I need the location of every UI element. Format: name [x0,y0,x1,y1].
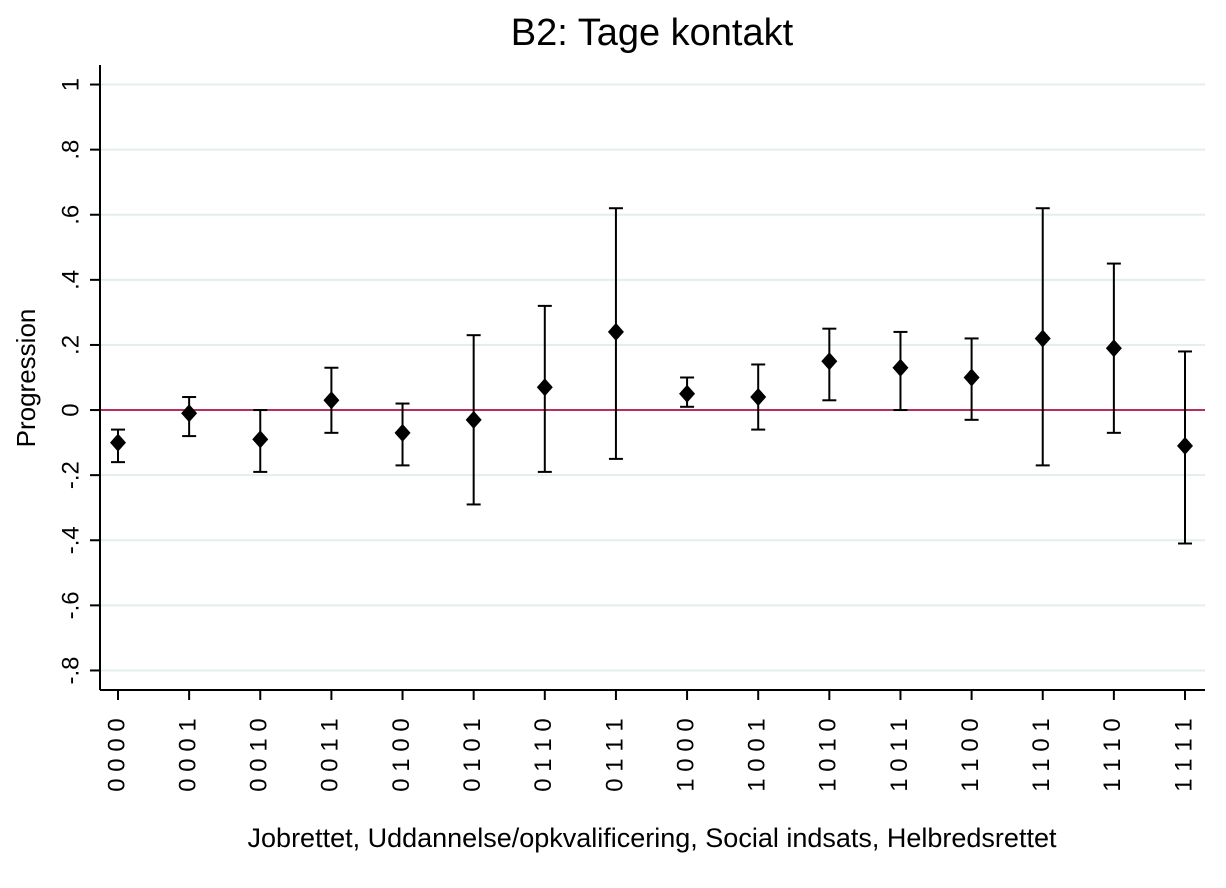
y-axis-label: Progression [11,309,41,448]
point [1177,436,1193,455]
y-tick-label: -.8 [57,656,84,684]
y-tick-label: .2 [57,335,84,355]
point [679,384,696,403]
y-tick-label: .4 [57,270,84,290]
point [1034,329,1051,348]
x-tick-label: 1 0 0 0 [672,718,699,791]
x-tick-label: 0 0 1 0 [246,718,273,791]
point [963,368,980,387]
y-tick-label: 0 [57,403,84,416]
point [892,358,909,377]
x-tick-label: 1 1 1 0 [1099,718,1126,791]
x-tick-label: 0 1 1 1 [601,718,628,791]
point [536,378,553,397]
x-tick-label: 0 1 0 1 [459,718,486,791]
x-tick-label: 0 0 0 0 [103,718,130,791]
x-tick-label: 1 0 1 0 [815,718,842,791]
point [607,322,624,341]
y-tick-label: -.2 [57,461,84,489]
y-tick-label: -.6 [57,591,84,619]
point [323,391,340,410]
x-tick-label: 1 1 1 1 [1170,718,1197,791]
x-tick-label: 0 0 0 1 [174,718,201,791]
x-tick-label: 1 1 0 0 [957,718,984,791]
point [252,430,269,449]
point [821,352,838,371]
x-tick-label: 0 0 1 1 [317,718,344,791]
point [181,404,198,423]
point [110,433,126,452]
point [750,388,767,407]
point [394,423,411,442]
x-tick-label: 0 1 0 0 [388,718,415,791]
x-tick-label: 1 0 1 1 [886,718,913,791]
x-axis-label: Jobrettet, Uddannelse/opkvalificering, S… [248,823,1057,853]
chart-title: B2: Tage kontakt [511,12,794,54]
y-tick-label: -.4 [57,526,84,554]
y-tick-label: .6 [57,205,84,225]
y-tick-label: .8 [57,140,84,160]
y-tick-label: 1 [57,78,84,91]
x-tick-label: 1 0 0 1 [744,718,771,791]
point [465,410,482,429]
x-tick-label: 0 1 1 0 [530,718,557,791]
x-tick-label: 1 1 0 1 [1028,718,1055,791]
point [1105,339,1122,358]
